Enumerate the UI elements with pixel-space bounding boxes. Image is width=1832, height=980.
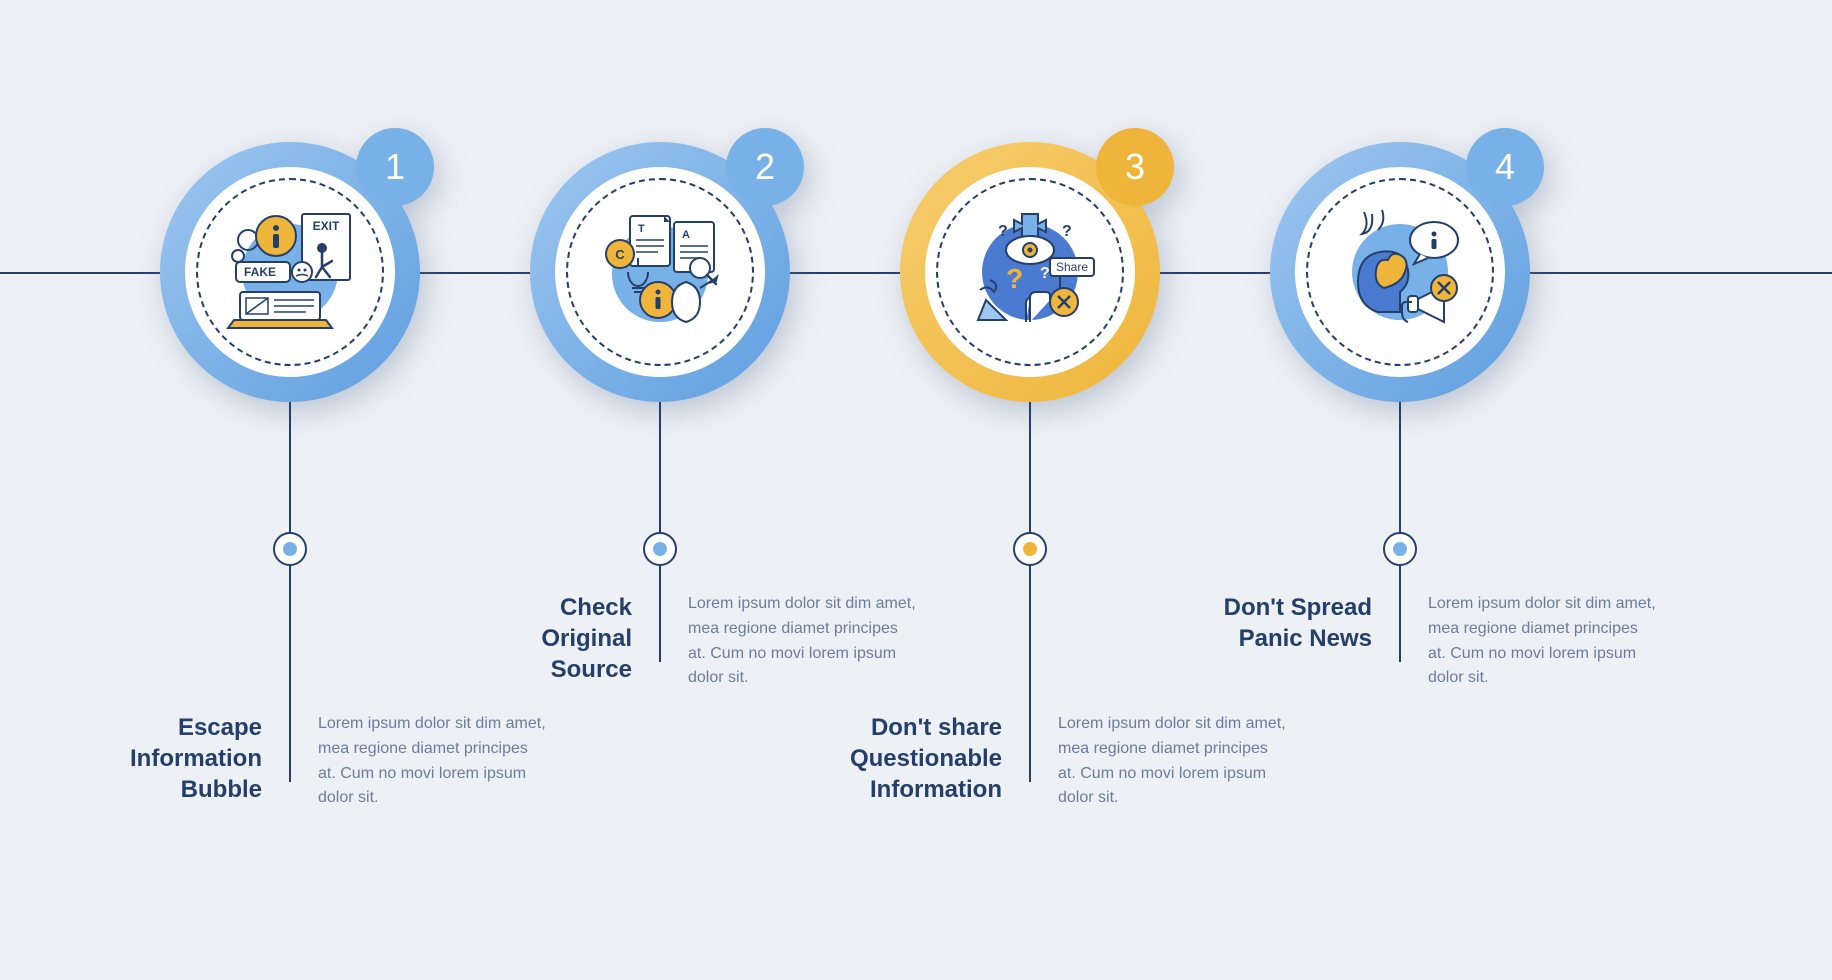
step-dot	[1383, 532, 1417, 566]
step-content: Don't share Questionable Information Lor…	[840, 712, 1400, 811]
step-title: Don't Spread Panic News	[1210, 592, 1400, 691]
step-ring: 1 EXIT FAKE	[160, 142, 420, 402]
step-body: Lorem ipsum dolor sit dim amet, mea regi…	[660, 592, 920, 691]
step-title: Escape Information Bubble	[100, 712, 290, 811]
step-ring: 4	[1270, 142, 1530, 402]
step-2: 2 T A C	[530, 142, 790, 402]
ring-inner: T A C	[555, 167, 765, 377]
ring-dashed	[566, 178, 754, 366]
step-number: 4	[1495, 146, 1515, 188]
step-3: 3 ? ? ? ? Share	[900, 142, 1160, 402]
step-title: Check Original Source	[470, 592, 660, 691]
ring-dashed	[196, 178, 384, 366]
step-body: Lorem ipsum dolor sit dim amet, mea regi…	[1400, 592, 1660, 691]
step-body: Lorem ipsum dolor sit dim amet, mea regi…	[1030, 712, 1290, 811]
ring-dashed	[1306, 178, 1494, 366]
step-number: 1	[385, 146, 405, 188]
step-title: Don't share Questionable Information	[840, 712, 1030, 811]
ring-inner	[1295, 167, 1505, 377]
step-ring: 2 T A C	[530, 142, 790, 402]
ring-inner: EXIT FAKE	[185, 167, 395, 377]
ring-inner: ? ? ? ? Share	[925, 167, 1135, 377]
step-body: Lorem ipsum dolor sit dim amet, mea regi…	[290, 712, 550, 811]
step-dot	[273, 532, 307, 566]
step-1: 1 EXIT FAKE	[160, 142, 420, 402]
step-4: 4 Don't Spread Panic News	[1270, 142, 1530, 402]
step-dot	[643, 532, 677, 566]
step-content: Escape Information Bubble Lorem ipsum do…	[100, 712, 660, 811]
step-ring: 3 ? ? ? ? Share	[900, 142, 1160, 402]
ring-dashed	[936, 178, 1124, 366]
step-number: 2	[755, 146, 775, 188]
step-content: Check Original Source Lorem ipsum dolor …	[470, 592, 1030, 691]
step-dot	[1013, 532, 1047, 566]
step-content: Don't Spread Panic News Lorem ipsum dolo…	[1210, 592, 1770, 691]
step-number: 3	[1125, 146, 1145, 188]
